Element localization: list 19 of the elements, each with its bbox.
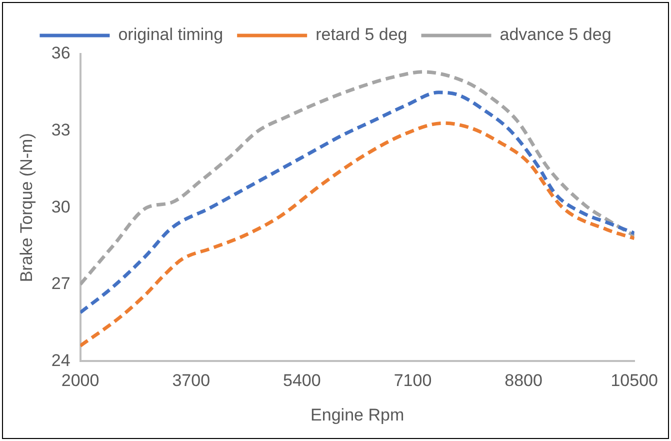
x-tick-label: 10500 — [610, 371, 658, 390]
line-series — [80, 90, 634, 314]
y-tick-label: 30 — [51, 197, 70, 216]
y-axis-title: Brake Torque (N-m) — [16, 133, 36, 282]
legend-label: retard 5 deg — [316, 25, 408, 44]
legend-label: original timing — [118, 25, 224, 44]
line-series — [80, 121, 634, 348]
x-tick-label: 5400 — [283, 371, 321, 390]
x-axis-title: Engine Rpm — [310, 405, 404, 424]
x-tick-label: 3700 — [172, 371, 210, 390]
x-tick-label: 7100 — [394, 371, 432, 390]
legend-label: advance 5 deg — [500, 25, 612, 44]
x-tick-label: 2000 — [61, 371, 100, 390]
x-tick-label: 8800 — [504, 371, 542, 390]
y-tick-label: 33 — [51, 120, 70, 140]
y-tick-label: 36 — [51, 44, 70, 63]
line-series — [80, 70, 634, 286]
y-tick-label: 27 — [51, 274, 70, 294]
y-tick-label: 24 — [51, 350, 70, 370]
